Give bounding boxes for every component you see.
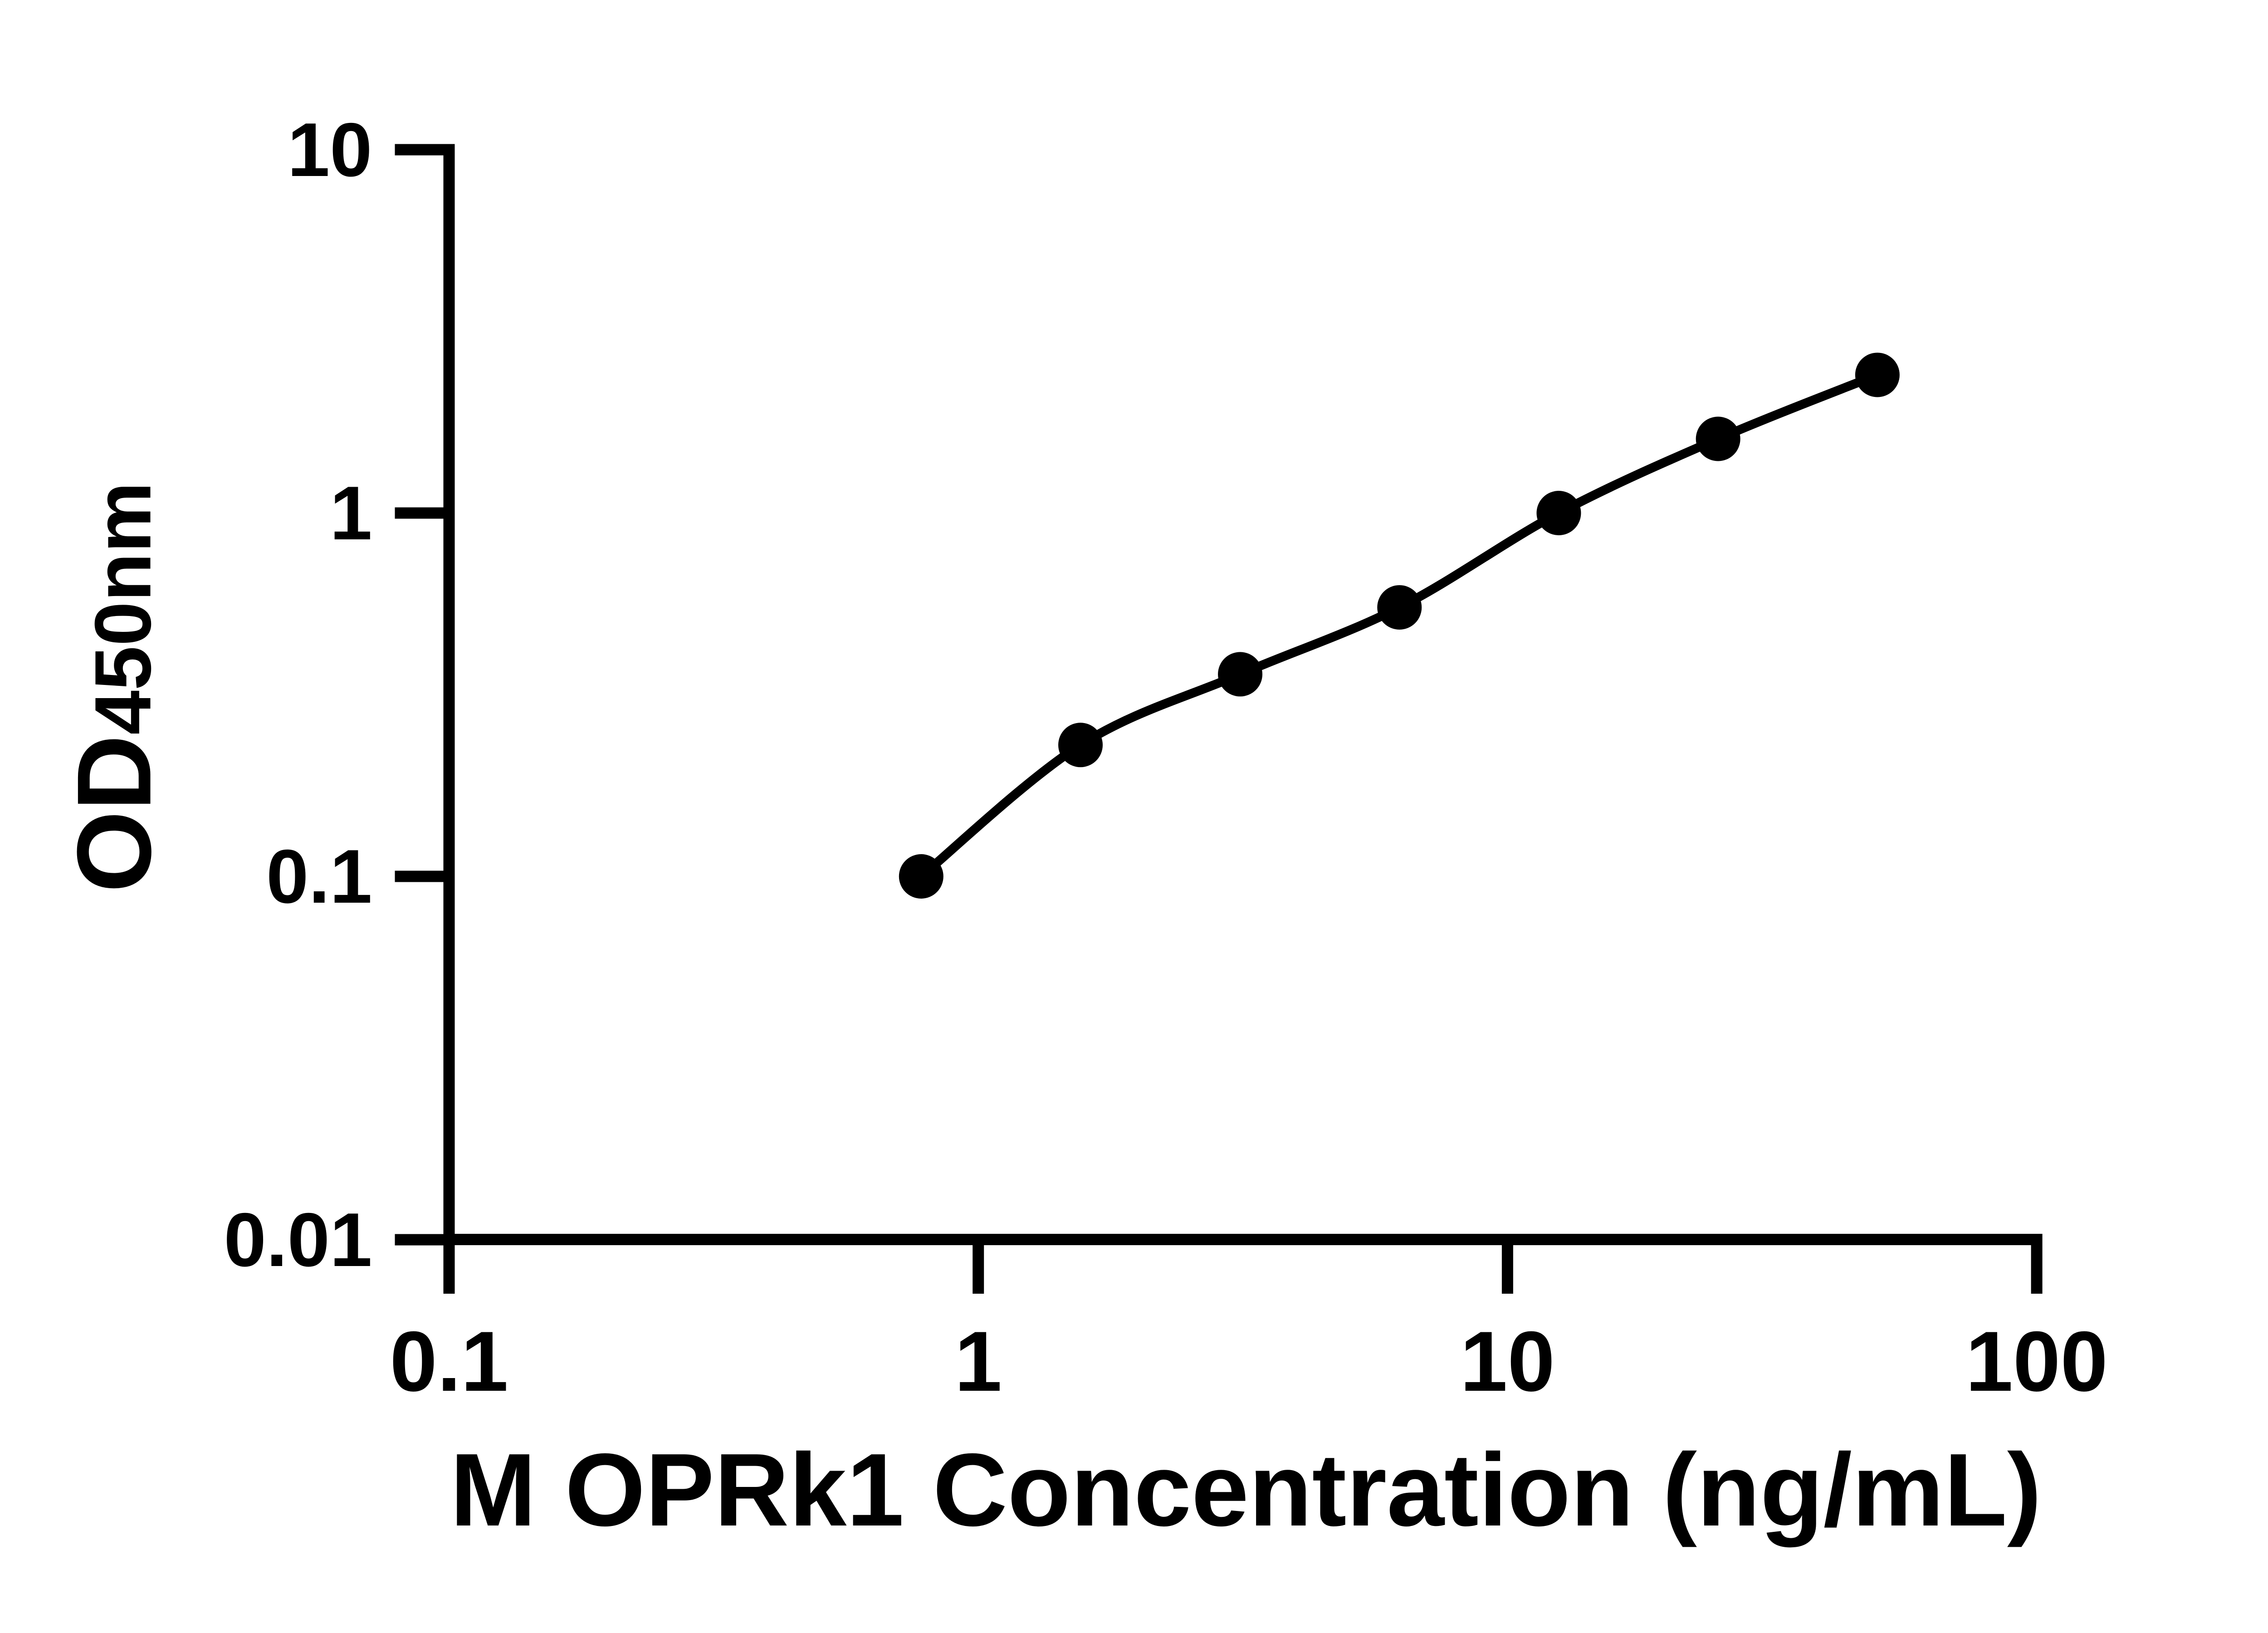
y-axis-title-subscript: 450nm [78,482,168,735]
data-point [1218,652,1263,697]
y-axis-title: OD450nm [56,482,176,893]
y-tick-label: 0.1 [266,834,372,919]
y-tick-label: 0.01 [224,1197,372,1282]
data-point [1536,491,1581,535]
y-axis-title-main: OD [55,734,173,893]
data-point [1377,585,1422,630]
x-tick-label: 100 [1965,1314,2108,1409]
x-tick-label: 0.1 [390,1314,508,1409]
x-tick-label: 1 [954,1314,1002,1409]
data-point [899,854,943,899]
y-tick-label: 10 [287,107,372,192]
data-point [1855,352,1900,397]
x-axis-title: M OPRk1 Concentration (ng/mL) [450,1433,2042,1548]
data-point [1696,416,1740,461]
data-point [1058,723,1103,768]
y-tick-label: 1 [330,470,372,556]
x-tick-label: 10 [1460,1314,1555,1409]
